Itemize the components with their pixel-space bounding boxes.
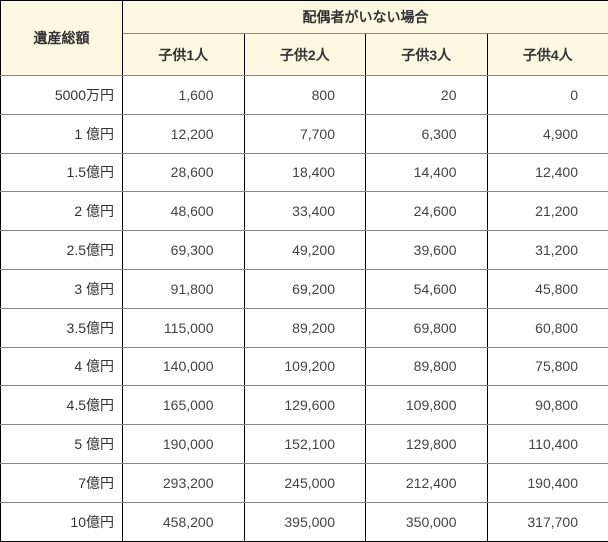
tax-amount-cell: 75,800 [487, 347, 608, 386]
estate-total-header: 遺産総額 [1, 1, 123, 76]
tax-amount-cell: 212,400 [366, 463, 488, 502]
tax-amount-cell: 39,600 [366, 231, 488, 270]
estate-amount-label: 5000万円 [1, 76, 123, 115]
tax-amount-cell: 60,800 [487, 308, 608, 347]
estate-amount-label: 2 億円 [1, 192, 123, 231]
tax-amount-cell: 69,800 [366, 308, 488, 347]
tax-amount-cell: 45,800 [487, 269, 608, 308]
tax-amount-cell: 395,000 [244, 502, 366, 541]
children-3-header: 子供3人 [366, 34, 488, 76]
tax-amount-cell: 69,200 [244, 269, 366, 308]
tax-amount-cell: 350,000 [366, 502, 488, 541]
estate-amount-label: 1.5億円 [1, 153, 123, 192]
tax-amount-cell: 31,200 [487, 231, 608, 270]
tax-amount-cell: 129,600 [244, 386, 366, 425]
tax-amount-cell: 49,200 [244, 231, 366, 270]
tax-amount-cell: 6,300 [366, 114, 488, 153]
tax-amount-cell: 89,800 [366, 347, 488, 386]
tax-amount-cell: 21,200 [487, 192, 608, 231]
estate-amount-label: 4 億円 [1, 347, 123, 386]
tax-amount-cell: 458,200 [123, 502, 245, 541]
estate-amount-label: 5 億円 [1, 425, 123, 464]
tax-amount-cell: 24,600 [366, 192, 488, 231]
tax-amount-cell: 14,400 [366, 153, 488, 192]
tax-amount-cell: 28,600 [123, 153, 245, 192]
tax-amount-cell: 129,800 [366, 425, 488, 464]
tax-amount-cell: 89,200 [244, 308, 366, 347]
tax-amount-cell: 12,200 [123, 114, 245, 153]
tax-amount-cell: 317,700 [487, 502, 608, 541]
tax-amount-cell: 90,800 [487, 386, 608, 425]
tax-amount-cell: 245,000 [244, 463, 366, 502]
tax-amount-cell: 1,600 [123, 76, 245, 115]
no-spouse-group-header: 配偶者がいない場合 [123, 1, 608, 34]
tax-amount-cell: 800 [244, 76, 366, 115]
tax-amount-cell: 115,000 [123, 308, 245, 347]
tax-amount-cell: 33,400 [244, 192, 366, 231]
tax-amount-cell: 109,800 [366, 386, 488, 425]
estate-amount-label: 3 億円 [1, 269, 123, 308]
tax-amount-cell: 190,400 [487, 463, 608, 502]
children-1-header: 子供1人 [123, 34, 245, 76]
tax-amount-cell: 0 [487, 76, 608, 115]
tax-amount-cell: 110,400 [487, 425, 608, 464]
estate-amount-label: 10億円 [1, 502, 123, 541]
tax-amount-cell: 7,700 [244, 114, 366, 153]
tax-amount-cell: 54,600 [366, 269, 488, 308]
tax-amount-cell: 12,400 [487, 153, 608, 192]
tax-amount-cell: 18,400 [244, 153, 366, 192]
estate-amount-label: 7億円 [1, 463, 123, 502]
tax-amount-cell: 48,600 [123, 192, 245, 231]
tax-amount-cell: 190,000 [123, 425, 245, 464]
tax-amount-cell: 69,300 [123, 231, 245, 270]
tax-amount-cell: 140,000 [123, 347, 245, 386]
tax-amount-cell: 165,000 [123, 386, 245, 425]
tax-amount-cell: 109,200 [244, 347, 366, 386]
tax-amount-cell: 4,900 [487, 114, 608, 153]
children-4-header: 子供4人 [487, 34, 608, 76]
estate-amount-label: 3.5億円 [1, 308, 123, 347]
tax-amount-cell: 152,100 [244, 425, 366, 464]
estate-amount-label: 1 億円 [1, 114, 123, 153]
tax-amount-cell: 20 [366, 76, 488, 115]
tax-amount-cell: 91,800 [123, 269, 245, 308]
estate-amount-label: 4.5億円 [1, 386, 123, 425]
tax-amount-cell: 293,200 [123, 463, 245, 502]
group-header-row: 遺産総額 配偶者がいない場合 [1, 1, 608, 34]
children-2-header: 子供2人 [244, 34, 366, 76]
estate-amount-label: 2.5億円 [1, 231, 123, 270]
